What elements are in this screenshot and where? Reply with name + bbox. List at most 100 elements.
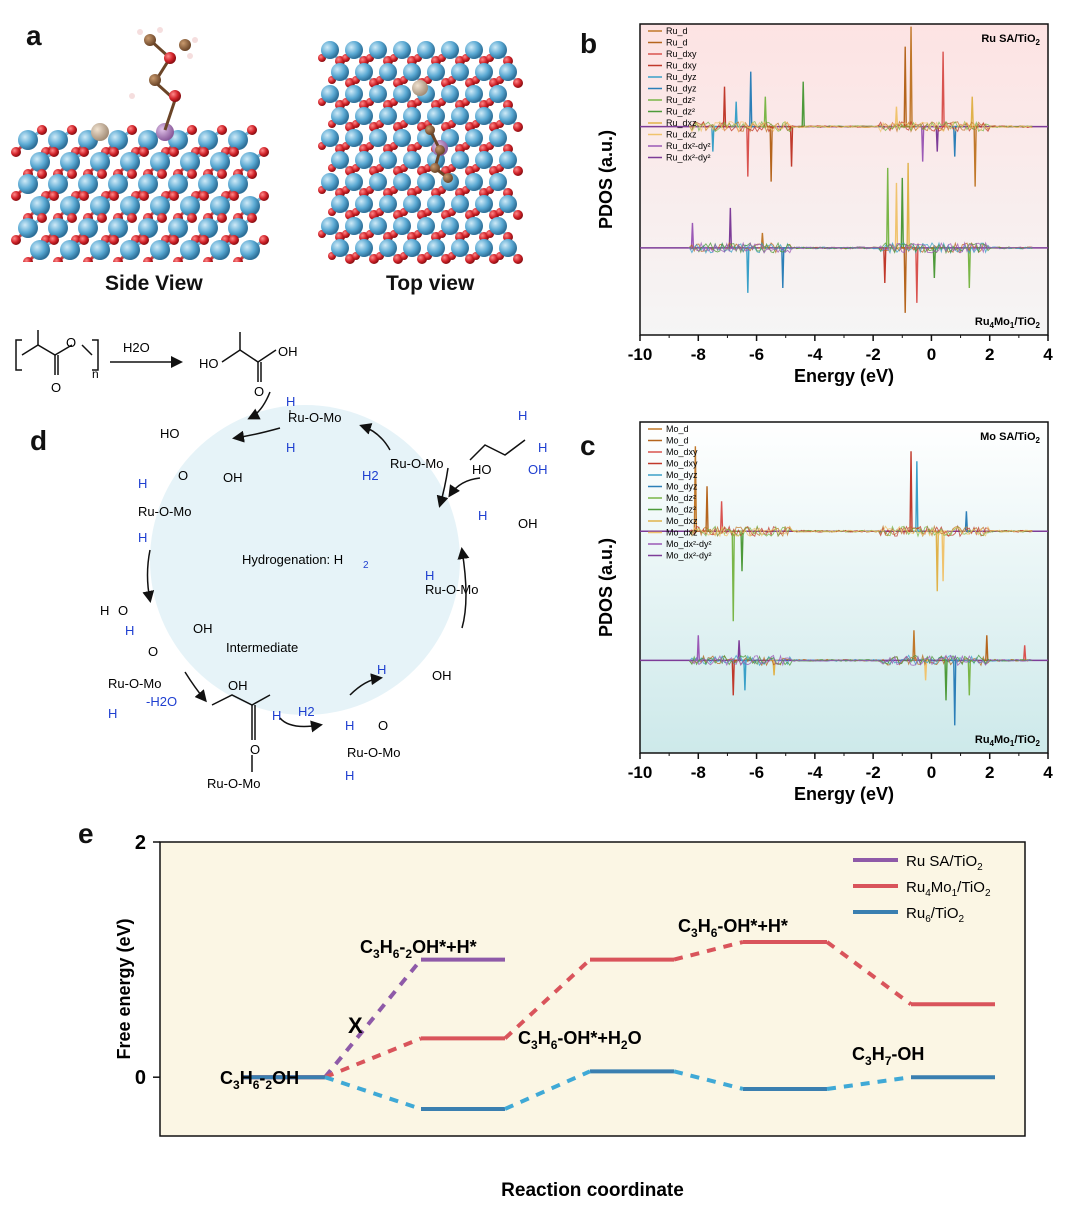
legend-entry: Mo_dyz <box>666 470 698 480</box>
titanium-atom <box>120 152 140 172</box>
x-axis-label: Reaction coordinate <box>501 1180 684 1201</box>
ru-o-mo-bottom-right: Ru-O-Mo <box>347 745 400 760</box>
panel-letter-d: d <box>30 425 48 456</box>
titanium-atom <box>345 85 363 103</box>
step4-label: C3H7-OH <box>852 1044 924 1068</box>
x-tick-label: 2 <box>985 345 994 364</box>
titanium-atom <box>417 41 435 59</box>
oxygen-atom <box>67 125 77 135</box>
panel-e-free-energy-chart: 0 2 Free energy (eV) Reaction coordinate C3H… <box>114 832 1026 1201</box>
legend-entry: Mo_dxy <box>666 459 698 469</box>
titanium-atom <box>417 217 435 235</box>
oxygen-atom <box>259 191 269 201</box>
titanium-atom <box>90 196 110 216</box>
plot-background <box>640 422 1048 753</box>
titanium-atom <box>228 174 248 194</box>
pdos-curve <box>689 525 1033 538</box>
energy-connector <box>503 958 592 1040</box>
svg-text:H: H <box>100 603 109 618</box>
energy-connector <box>323 958 423 1079</box>
oxygen-atom <box>169 191 179 201</box>
titanium-atom <box>451 107 469 125</box>
oxygen-atom <box>229 191 239 201</box>
titanium-atom <box>427 195 445 213</box>
oxygen-atom <box>229 235 239 245</box>
x-tick-label: -6 <box>749 763 764 782</box>
x-tick-label: 0 <box>927 763 936 782</box>
molecule-atom <box>443 173 453 183</box>
titanium-atom <box>379 63 397 81</box>
energy-connector <box>825 940 913 1006</box>
y-tick-label: 2 <box>135 832 146 854</box>
oxygen-atom <box>139 235 149 245</box>
titanium-atom <box>393 173 411 191</box>
svg-text:OH: OH <box>223 470 243 485</box>
legend-entry: Ru_dx²-dy² <box>666 141 711 151</box>
titanium-atom <box>90 240 110 260</box>
titanium-atom <box>393 85 411 103</box>
svg-text:H: H <box>138 530 147 545</box>
y-axis-label: Free energy (eV) <box>114 918 134 1059</box>
titanium-atom <box>48 130 68 150</box>
titanium-atom <box>441 85 459 103</box>
plot-background <box>640 24 1048 335</box>
panel-letter-a: a <box>26 20 42 51</box>
minus-water: -H2O <box>146 694 177 709</box>
titanium-atom <box>475 151 493 169</box>
svg-text:H: H <box>425 568 434 583</box>
oxygen-atom <box>199 235 209 245</box>
side-view-structure <box>0 27 300 310</box>
top-view-label: Top view <box>386 272 475 295</box>
titanium-atom <box>108 218 128 238</box>
svg-text:H: H <box>478 508 487 523</box>
titanium-atom <box>228 218 248 238</box>
titanium-atom <box>379 151 397 169</box>
titanium-atom <box>393 41 411 59</box>
oxygen-atom <box>127 125 137 135</box>
oxygen-atom <box>127 169 137 179</box>
titanium-atom <box>355 195 373 213</box>
titanium-atom <box>369 217 387 235</box>
titanium-atom <box>475 239 493 257</box>
ru-o-mo-bottom: Ru-O-Mo <box>207 776 260 791</box>
legend-entry: Mo_dz² <box>666 505 696 515</box>
titanium-atom <box>475 63 493 81</box>
titanium-atom <box>465 173 483 191</box>
legend-entry: Ru_dyz <box>666 72 697 82</box>
titanium-atom <box>499 239 517 257</box>
legend-entry: Mo_dx²-dy² <box>666 539 712 549</box>
oxygen-atom <box>11 191 21 201</box>
titanium-atom <box>198 218 218 238</box>
molecule-atom <box>144 34 156 46</box>
legend-entry: Ru_dxz <box>666 130 697 140</box>
titanium-atom <box>345 217 363 235</box>
titanium-atom <box>210 240 230 260</box>
oxygen-atom <box>49 191 59 201</box>
titanium-atom <box>240 196 260 216</box>
oxygen-atom <box>67 213 77 223</box>
energy-connector <box>673 1069 744 1091</box>
titanium-atom <box>30 196 50 216</box>
panel-letter-e: e <box>78 818 94 849</box>
titanium-atom <box>475 195 493 213</box>
titanium-atom <box>138 130 158 150</box>
oxygen-atom <box>259 147 269 157</box>
titanium-atom <box>30 240 50 260</box>
oxygen-atom <box>199 147 209 157</box>
x-tick-label: -2 <box>866 345 881 364</box>
molecule-atom <box>425 125 435 135</box>
titanium-atom <box>240 152 260 172</box>
svg-text:O: O <box>178 468 188 483</box>
titanium-atom <box>210 196 230 216</box>
oxygen-atom <box>217 213 227 223</box>
titanium-atom <box>417 173 435 191</box>
titanium-atom <box>345 129 363 147</box>
svg-text:OH: OH <box>193 621 213 636</box>
y-tick-label: 0 <box>135 1067 146 1089</box>
polymer-o: O <box>66 335 76 350</box>
oxygen-atom <box>247 169 257 179</box>
hydrogen-atom <box>187 53 193 59</box>
titanium-atom <box>331 107 349 125</box>
titanium-atom <box>403 195 421 213</box>
plot-frame <box>159 841 1026 1137</box>
